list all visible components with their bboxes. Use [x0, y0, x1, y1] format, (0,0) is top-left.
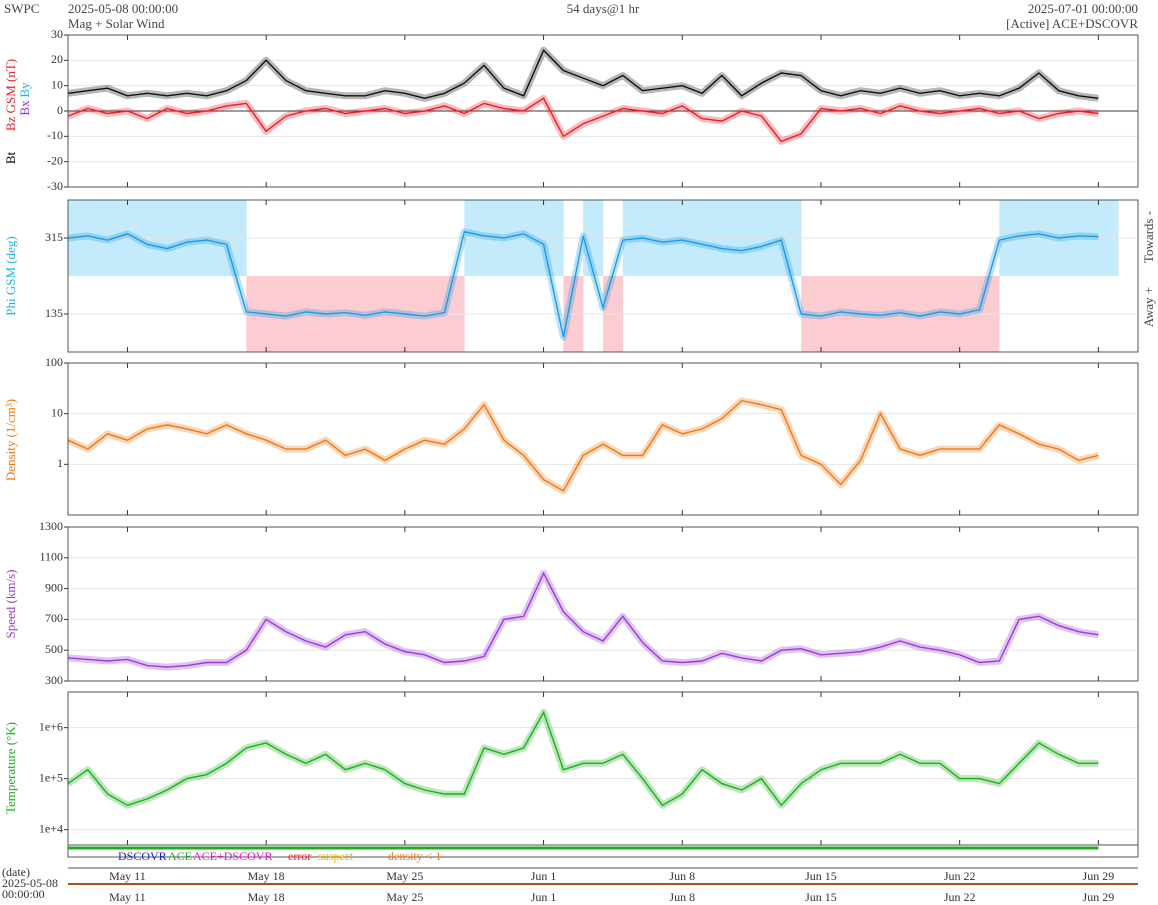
y-axis-label: Phi GSM (deg) — [3, 236, 18, 315]
span: 54 days@1 hr — [567, 1, 640, 16]
x-tick-label: May 25 — [386, 890, 423, 904]
series-band — [65, 708, 1099, 809]
x-tick-label: May 11 — [109, 869, 146, 883]
y-tick-label: 1e+5 — [39, 770, 63, 784]
x-tick-label: Jun 1 — [531, 869, 557, 883]
source-legend: error — [288, 849, 311, 863]
y-tick-label: 315 — [45, 230, 63, 244]
x-tick-label: Jun 1 — [531, 890, 557, 904]
y-axis-label: Bz GSM (nT) — [3, 59, 18, 131]
y-axis-label: Bt — [3, 151, 18, 164]
y-axis-label: By — [17, 82, 32, 98]
panel-frame — [67, 526, 1139, 682]
x-tick-label: May 18 — [248, 869, 285, 883]
y-axis-label: Bx — [17, 100, 32, 116]
x-tick-label: May 18 — [248, 890, 285, 904]
y-tick-label: 10 — [51, 405, 63, 419]
product: Mag + Solar Wind — [68, 16, 165, 31]
series-band — [67, 569, 1099, 671]
end-time: 2025-07-01 00:00:00 — [1028, 1, 1138, 16]
y-tick-label: 135 — [45, 306, 63, 320]
x-tick-label: Jun 8 — [669, 869, 695, 883]
x-tick-label: Jun 29 — [1083, 890, 1115, 904]
y-axis-label: Temperature (°K) — [3, 722, 18, 814]
y-tick-label: 20 — [51, 52, 63, 66]
y-tick-label: 1300 — [39, 519, 63, 533]
x-tick-label: Jun 15 — [805, 890, 837, 904]
x-tick-label: May 11 — [109, 890, 146, 904]
sector-label: Away + — [1141, 287, 1156, 327]
series-line — [67, 48, 1099, 100]
y-axis-label: Speed (km/s) — [3, 570, 18, 639]
y-tick-label: 10 — [51, 77, 63, 91]
series-line — [67, 571, 1099, 668]
sector-label: Towards - — [1141, 211, 1156, 263]
y-tick-label: 1e+6 — [39, 719, 63, 733]
source-legend: DSCOVR — [118, 849, 167, 863]
source: [Active] ACE+DSCOVR — [1006, 16, 1138, 31]
y-tick-label: 700 — [45, 611, 63, 625]
x-tick-label: Jun 8 — [669, 890, 695, 904]
panel-frame — [67, 34, 1139, 188]
date-caption: (date) — [2, 865, 30, 879]
y-tick-label: 900 — [45, 580, 63, 594]
y-tick-label: 0 — [57, 103, 63, 117]
source-legend: ACE — [168, 849, 192, 863]
y-tick-label: 30 — [51, 27, 63, 41]
panel-frame — [67, 199, 1139, 353]
series-band — [66, 397, 1100, 495]
series-line — [67, 230, 1099, 338]
y-axis-label: Density (1/cm³) — [3, 399, 18, 481]
y-tick-label: 500 — [45, 642, 63, 656]
y-tick-label: 1 — [57, 456, 63, 470]
series-line — [67, 97, 1099, 143]
date-caption: 2025-05-08 — [2, 876, 58, 890]
y-tick-label: -30 — [47, 179, 63, 193]
source-legend: suspect — [318, 849, 354, 863]
y-tick-label: 300 — [45, 673, 63, 687]
x-tick-label: Jun 29 — [1083, 869, 1115, 883]
series-line — [67, 399, 1099, 492]
series-line — [67, 710, 1099, 807]
date-caption: 00:00:00 — [2, 887, 45, 901]
start-time: 2025-05-08 00:00:00 — [68, 1, 178, 16]
panel-frame — [67, 362, 1139, 516]
y-tick-label: 1100 — [39, 550, 63, 564]
panel-frame — [67, 691, 1139, 846]
source-legend: density < 1 — [388, 849, 441, 863]
x-tick-label: Jun 15 — [805, 869, 837, 883]
y-tick-label: -10 — [47, 128, 63, 142]
y-tick-label: 100 — [45, 355, 63, 369]
y-tick-label: 1e+4 — [39, 821, 63, 835]
source-legend: ACE+DSCOVR — [193, 849, 272, 863]
x-tick-label: Jun 22 — [944, 869, 976, 883]
source-frame — [67, 844, 1139, 858]
series-band — [66, 94, 1099, 145]
org: SWPC — [4, 1, 39, 16]
x-tick-label: Jun 22 — [944, 890, 976, 904]
x-tick-label: May 25 — [386, 869, 423, 883]
y-tick-label: -20 — [47, 153, 63, 167]
